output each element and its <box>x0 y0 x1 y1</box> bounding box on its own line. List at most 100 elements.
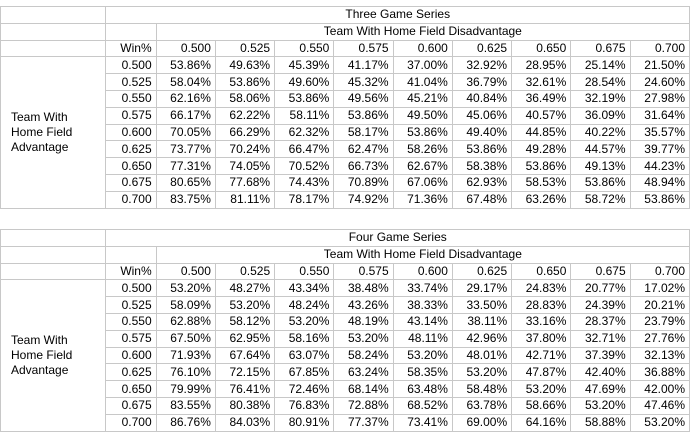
column-header: 0.525 <box>214 262 276 281</box>
row-header: 0.625 <box>105 140 157 159</box>
table-row: 0.625 76.10% 72.15% 67.85% 63.24% 58.35%… <box>1 363 691 382</box>
table-row: 0.575 67.50% 62.95% 58.16% 53.20% 48.11%… <box>1 329 691 348</box>
table-cell: 63.07% <box>274 346 335 365</box>
table-cell: 47.87% <box>511 363 572 382</box>
table-cell: 45.21% <box>392 89 453 108</box>
empty-cell <box>0 6 107 24</box>
row-group-header: Team With Home Field Advantage <box>0 279 107 432</box>
table-cell: 67.85% <box>274 363 335 382</box>
table-cell: 58.04% <box>155 73 216 91</box>
table-cell: 63.78% <box>451 396 513 415</box>
row-header: 0.700 <box>105 190 157 209</box>
table-cell: 41.17% <box>333 56 394 75</box>
table-cell: 42.40% <box>570 363 631 382</box>
table-cell: 71.93% <box>155 346 216 365</box>
table-cell: 70.89% <box>333 173 394 192</box>
table-cell: 53.20% <box>155 279 216 298</box>
table-cell: 49.63% <box>214 56 276 75</box>
table-cell: 72.15% <box>214 363 276 382</box>
table-cell: 66.17% <box>155 106 216 125</box>
table-cell: 41.04% <box>392 73 453 91</box>
table-cell: 77.37% <box>333 413 394 432</box>
table-cell: 53.20% <box>570 396 631 415</box>
table-cell: 29.17% <box>451 279 513 298</box>
column-header: 0.700 <box>629 39 691 58</box>
table-cell: 62.95% <box>214 329 276 348</box>
table-cell: 47.46% <box>629 396 691 415</box>
table-cell: 73.41% <box>392 413 453 432</box>
table-cell: 43.14% <box>392 312 453 331</box>
table-cell: 70.05% <box>155 123 216 142</box>
row-header: 0.500 <box>105 56 157 75</box>
table-cell: 58.16% <box>274 329 335 348</box>
table-cell: 43.26% <box>333 296 394 314</box>
table-cell: 49.60% <box>274 73 335 91</box>
column-header: 0.650 <box>511 39 572 58</box>
row-header: 0.650 <box>105 380 157 398</box>
empty-cell <box>0 245 107 264</box>
row-header: 0.500 <box>105 279 157 298</box>
row-header: 0.550 <box>105 89 157 108</box>
row-header: 0.625 <box>105 363 157 382</box>
table-row: 0.650 79.99% 76.41% 72.46% 68.14% 63.48%… <box>1 380 691 398</box>
table-cell: 62.32% <box>274 123 335 142</box>
table-cell: 32.92% <box>451 56 513 75</box>
table-cell: 53.20% <box>451 363 513 382</box>
table-cell: 53.86% <box>629 190 691 209</box>
table-cell: 62.16% <box>155 89 216 108</box>
table-cell: 37.00% <box>392 56 453 75</box>
table-cell: 53.86% <box>451 140 513 159</box>
table-cell: 53.20% <box>274 312 335 331</box>
table-cell: 36.79% <box>451 73 513 91</box>
table-cell: 44.85% <box>511 123 572 142</box>
table-cell: 66.29% <box>214 123 276 142</box>
table-cell: 62.67% <box>392 157 453 175</box>
table-cell: 49.56% <box>333 89 394 108</box>
column-header: 0.500 <box>155 39 216 58</box>
table-cell: 28.37% <box>570 312 631 331</box>
table-cell: 20.77% <box>570 279 631 298</box>
table-cell: 47.69% <box>570 380 631 398</box>
row-header: 0.700 <box>105 413 157 432</box>
corner-label: Win% <box>105 262 157 281</box>
table-row: 0.650 77.31% 74.05% 70.52% 66.73% 62.67%… <box>1 157 691 175</box>
table-cell: 66.47% <box>274 140 335 159</box>
table-cell: 36.09% <box>570 106 631 125</box>
table-cell: 76.10% <box>155 363 216 382</box>
table-cell: 74.92% <box>333 190 394 209</box>
table-cell: 77.31% <box>155 157 216 175</box>
table-cell: 43.34% <box>274 279 335 298</box>
table-cell: 38.11% <box>451 312 513 331</box>
table-title: Three Game Series <box>105 6 690 24</box>
table-cell: 27.98% <box>629 89 691 108</box>
table-row: 0.625 73.77% 70.24% 66.47% 62.47% 58.26%… <box>1 140 691 159</box>
table-cell: 69.00% <box>451 413 513 432</box>
table-row: 0.525 58.04% 53.86% 49.60% 45.32% 41.04%… <box>1 73 691 91</box>
table-cell: 76.83% <box>274 396 335 415</box>
table-cell: 62.88% <box>155 312 216 331</box>
table-cell: 58.17% <box>333 123 394 142</box>
table-cell: 33.50% <box>451 296 513 314</box>
table-cell: 64.16% <box>511 413 572 432</box>
table-title-row: Four Game Series <box>0 229 690 247</box>
table-cell: 58.35% <box>392 363 453 382</box>
table-cell: 48.24% <box>274 296 335 314</box>
column-header-row: Win% 0.500 0.525 0.550 0.575 0.600 0.625… <box>0 262 691 281</box>
empty-cell <box>105 22 157 41</box>
table-cell: 81.11% <box>214 190 276 209</box>
column-header: 0.525 <box>214 39 276 58</box>
table-cell: 58.38% <box>451 157 513 175</box>
table-cell: 37.39% <box>570 346 631 365</box>
table-cell: 32.13% <box>629 346 691 365</box>
table-row: 0.575 66.17% 62.22% 58.11% 53.86% 49.50%… <box>1 106 691 125</box>
table-cell: 67.64% <box>214 346 276 365</box>
table-cell: 58.66% <box>511 396 572 415</box>
table-cell: 45.39% <box>274 56 335 75</box>
table-cell: 48.01% <box>451 346 513 365</box>
column-header: 0.700 <box>629 262 691 281</box>
table-cell: 66.73% <box>333 157 394 175</box>
table-cell: 70.24% <box>214 140 276 159</box>
table-cell: 23.79% <box>629 312 691 331</box>
table-cell: 48.94% <box>629 173 691 192</box>
table-cell: 49.50% <box>392 106 453 125</box>
